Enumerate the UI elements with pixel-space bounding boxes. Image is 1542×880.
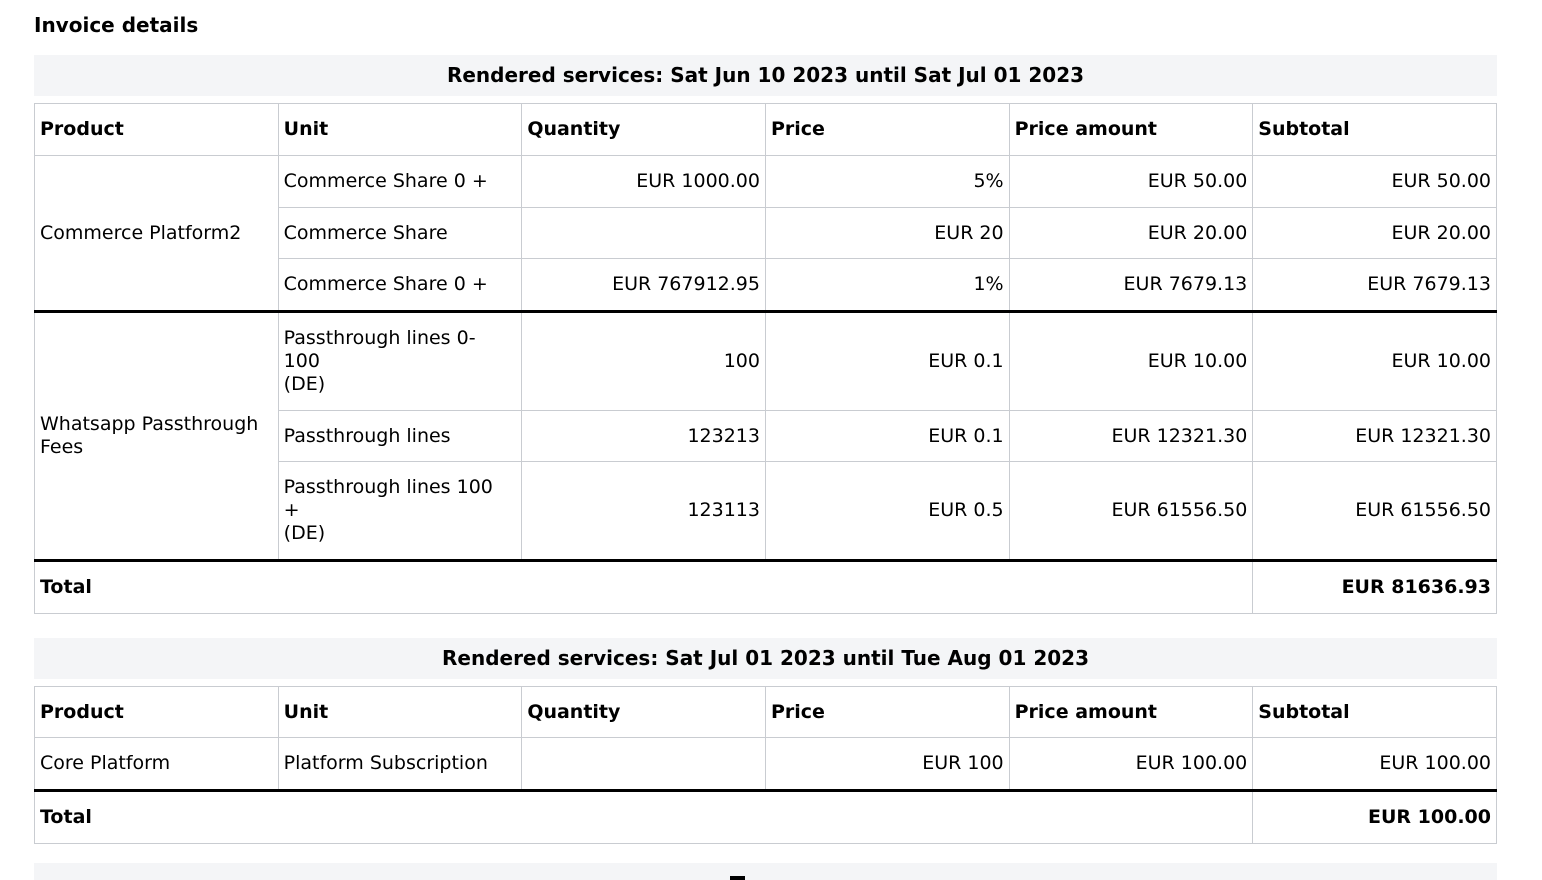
subtotal-cell: EUR 100.00 [1252,737,1497,792]
unit-name: Platform Subscription [283,752,488,775]
total-section: Total EUR 100.00 [33,790,1497,844]
subtotal-cell: EUR 12321.30 [1252,409,1497,463]
unit-cell: Passthrough lines [277,409,523,463]
column-header-product: Product [34,103,279,156]
unit-region: (DE) [283,521,326,544]
unit-cell: Passthrough lines 100 + (DE) [277,461,523,561]
unit-name: Commerce Share 0 + [283,273,488,296]
price-amount-cell: EUR 61556.50 [1008,461,1254,561]
column-header-quantity: Quantity [521,685,766,739]
price-amount-cell: EUR 50.00 [1008,154,1254,208]
unit-name: Passthrough lines 0-100 [283,327,476,372]
total-label: Total [33,559,1254,614]
total-value: EUR 100.00 [1252,790,1497,844]
table-caption: Rendered services: Sat Jun 10 2023 until… [34,55,1497,96]
column-header-price: Price [764,103,1010,156]
quantity-cell: EUR 1000.00 [521,154,766,208]
price-amount-cell: EUR 7679.13 [1008,258,1254,313]
table-head: Product Unit Quantity Price Price amount Subt… [34,685,1497,739]
page-title: Invoice details [34,13,199,37]
product-cell: Whatsapp Passthrough Fees [34,311,279,561]
unit-name: Commerce Share [283,221,448,244]
quantity-cell: EUR 767912.95 [521,258,766,313]
product-group: Whatsapp Passthrough Fees Passthrough lin… [34,311,1497,561]
rendered-services-table-2: Product Unit Quantity Price Price amount Subt… [33,685,1497,844]
price-cell: EUR 0.5 [764,461,1010,561]
subtotal-cell: EUR 61556.50 [1252,461,1497,561]
product-cell: Core Platform [34,737,279,792]
table-head: Product Unit Quantity Price Price amount Subt… [34,103,1497,156]
table-caption-cutoff [34,863,1497,880]
total-label: Total [33,790,1254,844]
quantity-cell: 123113 [521,461,766,561]
product-name: Core Platform [40,752,171,775]
header-row: Product Unit Quantity Price Price amount Subt… [34,685,1497,739]
price-cell: EUR 100 [764,737,1010,792]
unit-region: (DE) [283,372,326,395]
unit-name: Passthrough lines 100 + [283,476,493,522]
column-header-quantity: Quantity [521,103,766,156]
column-header-price-amount: Price amount [1008,685,1254,739]
subtotal-cell: EUR 50.00 [1252,154,1497,208]
price-cell: EUR 0.1 [764,311,1010,411]
price-amount-cell: EUR 20.00 [1008,206,1254,260]
total-value: EUR 81636.93 [1252,559,1497,614]
unit-name: Commerce Share 0 + [283,169,488,192]
price-amount-cell: EUR 12321.30 [1008,409,1254,463]
table-row: Core Platform Platform Subscription EUR 10… [34,737,1497,792]
unit-cell: Commerce Share [277,206,523,260]
price-amount-cell: EUR 10.00 [1008,311,1254,411]
product-group: Commerce Platform2 Commerce Share 0 + EUR … [34,154,1497,313]
column-header-unit: Unit [277,103,523,156]
unit-name: Passthrough lines [283,424,451,447]
subtotal-cell: EUR 7679.13 [1252,258,1497,313]
quantity-cell: 100 [521,311,766,411]
table-row: Commerce Share 0 + EUR 767912.95 1% EUR 767… [35,258,1497,313]
price-amount-cell: EUR 100.00 [1008,737,1254,792]
quantity-cell [521,737,766,792]
product-name: Whatsapp Passthrough Fees [40,413,259,458]
rendered-services-table-1: Product Unit Quantity Price Price amount Subt… [33,103,1497,614]
cutoff-text-fragment [730,876,745,880]
header-row: Product Unit Quantity Price Price amount Subt… [34,103,1497,156]
subtotal-cell: EUR 10.00 [1252,311,1497,411]
total-row: Total EUR 100.00 [33,790,1497,844]
column-header-unit: Unit [277,685,523,739]
total-section: Total EUR 81636.93 [33,559,1497,614]
column-header-product: Product [34,685,279,739]
column-header-subtotal: Subtotal [1252,103,1497,156]
unit-cell: Passthrough lines 0-100 (DE) [277,311,523,411]
table-row: Passthrough lines 100 + (DE) 123113 EUR 0.5… [35,461,1497,561]
price-cell: EUR 0.1 [764,409,1010,463]
column-header-price: Price [764,685,1010,739]
table-caption: Rendered services: Sat Jul 01 2023 until… [34,637,1497,679]
column-header-subtotal: Subtotal [1252,685,1497,739]
billing-period-section-2: Rendered services: Sat Jul 01 2023 until… [33,637,1497,844]
unit-cell: Platform Subscription [277,737,523,792]
product-cell: Commerce Platform2 [34,154,279,313]
table-row: Whatsapp Passthrough Fees Passthrough lin… [34,311,1497,561]
table-row: Commerce Platform2 Commerce Share 0 + EUR … [34,154,1497,313]
subtotal-cell: EUR 20.00 [1252,206,1497,260]
billing-period-section-1: Rendered services: Sat Jun 10 2023 until… [33,55,1497,614]
price-cell: EUR 20 [764,206,1010,260]
product-name: Commerce Platform2 [40,221,242,244]
unit-cell: Commerce Share 0 + [277,258,523,313]
total-row: Total EUR 81636.93 [33,559,1497,614]
unit-cell: Commerce Share 0 + [277,154,523,208]
column-header-price-amount: Price amount [1008,103,1254,156]
product-group: Core Platform Platform Subscription EUR 10… [34,737,1497,792]
quantity-cell [521,206,766,260]
price-cell: 5% [764,154,1010,208]
price-cell: 1% [764,258,1010,313]
quantity-cell: 123213 [521,409,766,463]
table-row: Passthrough lines 123213 EUR 0.1 EUR 12321.… [35,409,1497,463]
